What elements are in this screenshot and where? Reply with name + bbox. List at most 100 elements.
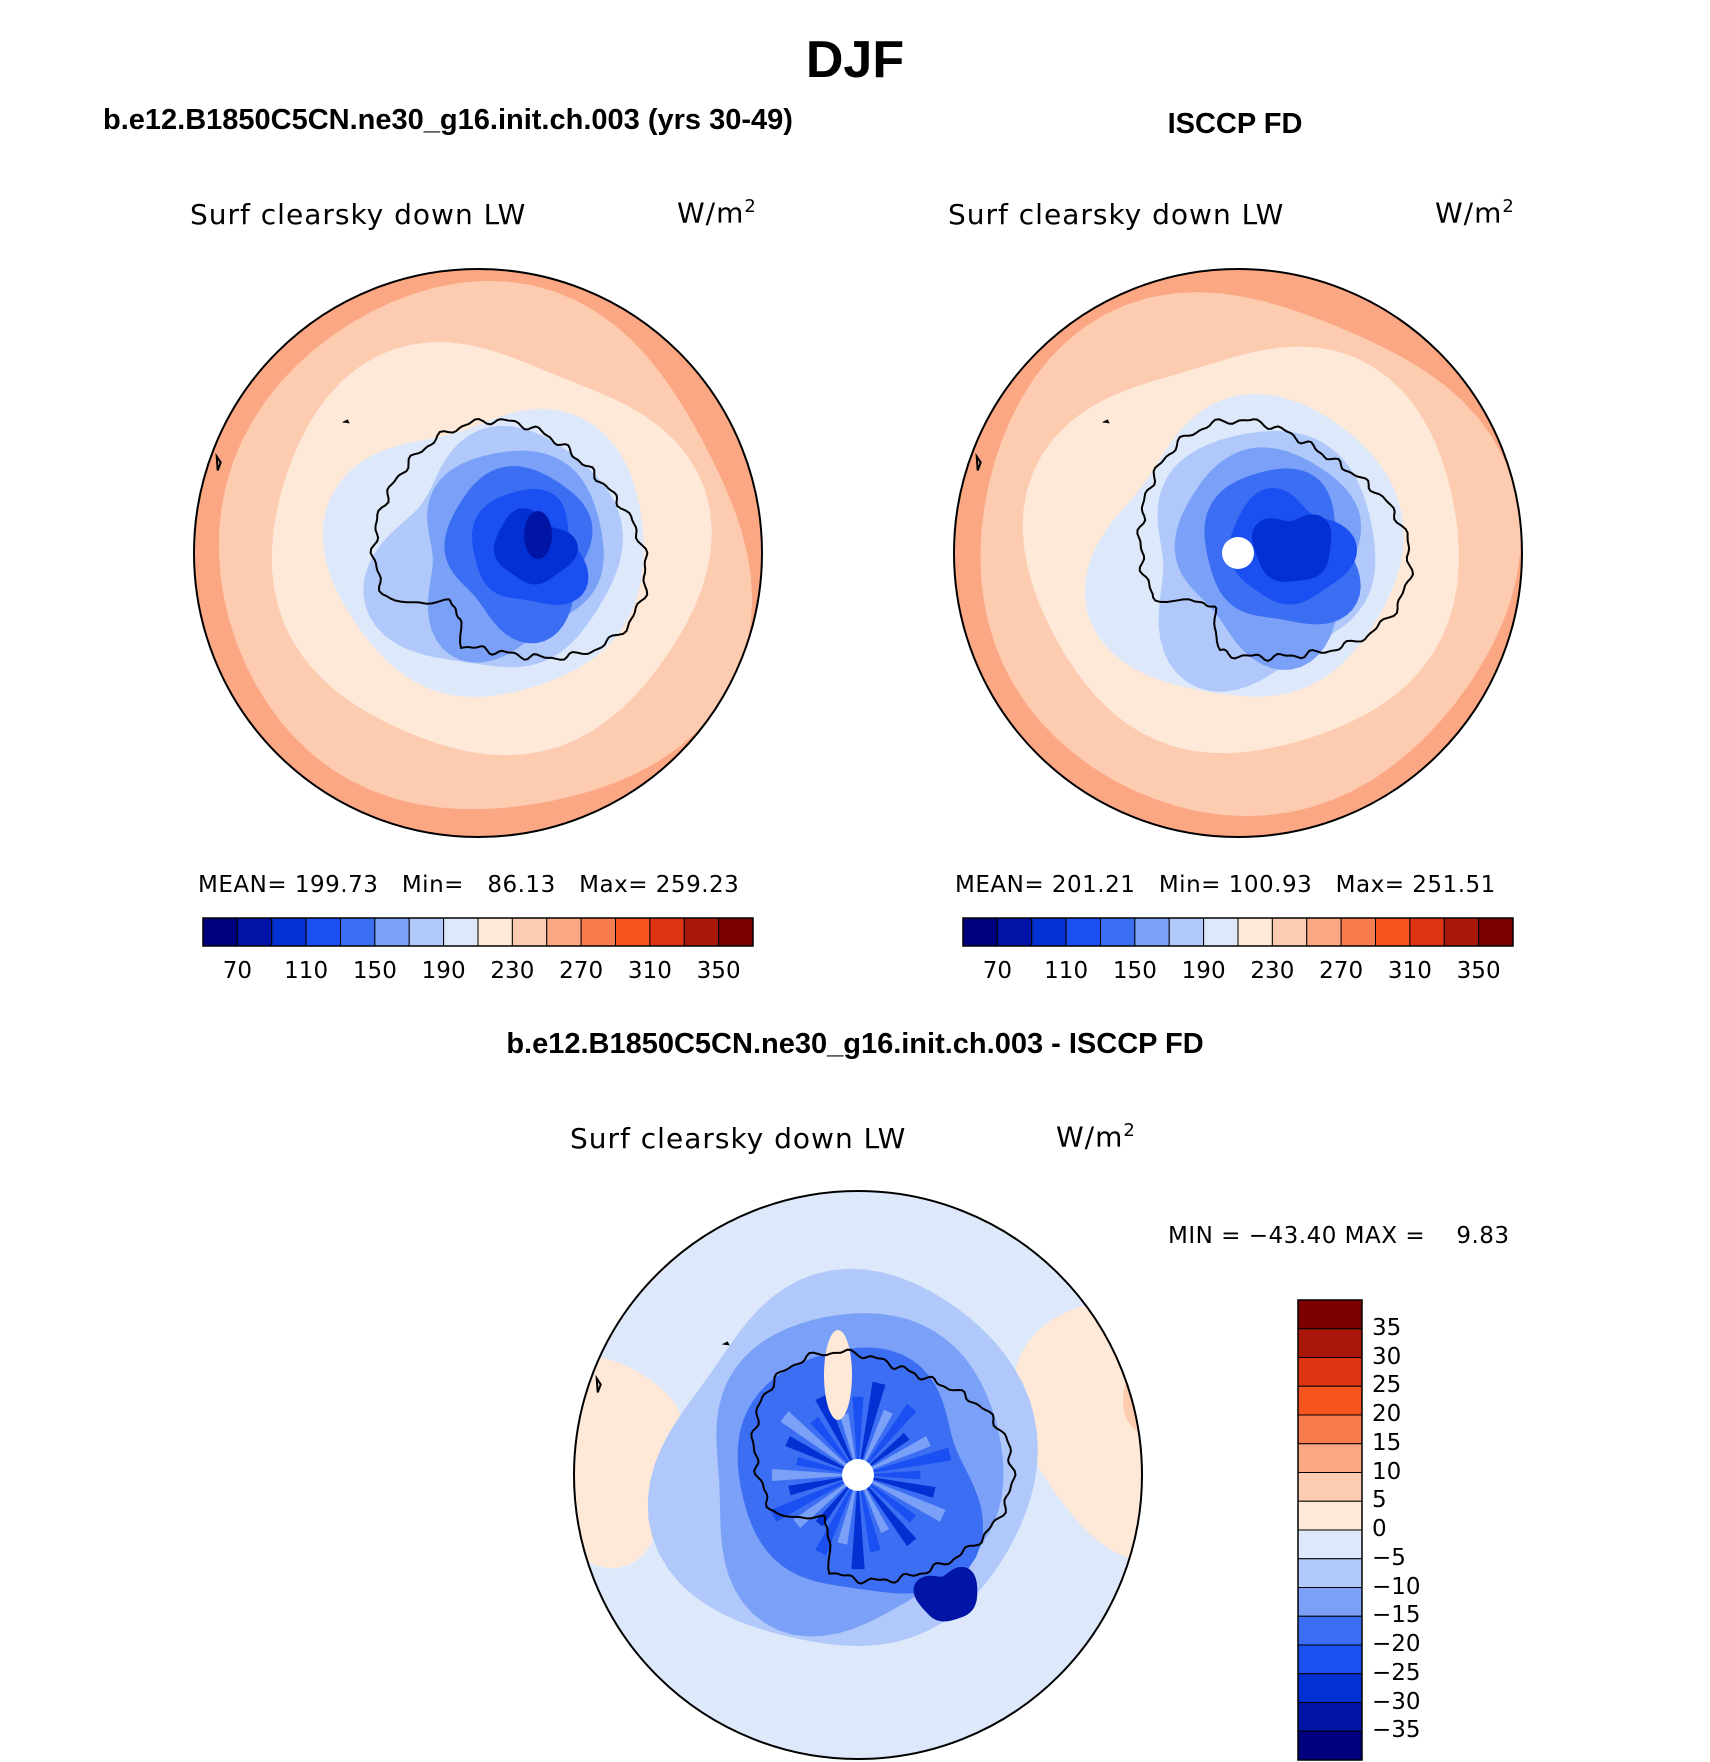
model-colorbar-swatch [546, 917, 582, 947]
diff-colorbar-tick-label: −10 [1372, 1573, 1421, 1600]
diff-missing-pole [842, 1459, 874, 1491]
diff-colorbar-tick-label: 35 [1372, 1314, 1402, 1341]
diff-streak [858, 1475, 916, 1523]
model-variable-label: Surf clearsky down LW [190, 198, 527, 231]
obs-colorbar-swatch [1168, 917, 1205, 947]
diff-units-label: W/m2 [1056, 1120, 1136, 1154]
model-colorbar-frame [202, 917, 754, 947]
obs-colorbar-tick-label: 190 [1181, 958, 1226, 984]
diff-colorbar-swatch [1297, 1644, 1363, 1675]
diff-streak [858, 1403, 917, 1475]
diff-streak [771, 1469, 858, 1481]
model-colorbar-swatch [340, 917, 376, 947]
diff-colorbar-tick-label: 30 [1372, 1343, 1402, 1370]
model-colorbar-tick-label: 190 [421, 958, 466, 984]
model-colorbar-tick-label: 110 [284, 958, 329, 984]
diff-colorbar-swatch [1297, 1385, 1363, 1416]
diff-coastline [750, 1348, 1017, 1585]
diff-colorbar-swatch [1297, 1730, 1363, 1761]
model-colorbar-tick-label: 230 [490, 958, 535, 984]
obs-colorbar-swatch [1409, 917, 1445, 947]
obs-island [975, 452, 982, 471]
diff-colorbar-swatch [1297, 1615, 1363, 1646]
diff-streak [815, 1475, 858, 1556]
diff-contour-pos-interior [824, 1330, 852, 1420]
diff-colorbar-tick-label: 0 [1372, 1516, 1387, 1542]
diff-streak [839, 1413, 858, 1475]
diff-streak [858, 1475, 946, 1522]
diff-map-border [573, 1190, 1143, 1760]
obs-colorbar-swatch [1134, 917, 1170, 947]
model-colorbar-swatch [202, 917, 238, 947]
model-colorbar-swatch [443, 917, 479, 947]
diff-streak [796, 1456, 858, 1475]
diff-colorbar-tick-label: −5 [1372, 1544, 1406, 1571]
diff-map [573, 1190, 1143, 1760]
model-colorbar-tick-label: 270 [559, 958, 604, 984]
diff-colorbar-tick-label: 10 [1372, 1458, 1402, 1485]
model-map [193, 268, 763, 838]
obs-colorbar-tick-label: 270 [1319, 958, 1364, 984]
diff-colorbar-frame [1297, 1299, 1363, 1761]
obs-colorbar [962, 917, 1514, 947]
obs-variable-label: Surf clearsky down LW [948, 198, 1285, 231]
model-colorbar-swatch [477, 917, 513, 947]
model-island [215, 452, 222, 471]
obs-colorbar-swatch [1203, 917, 1239, 947]
diff-colorbar-tick-label: −20 [1372, 1631, 1421, 1657]
diff-colorbar-swatch [1297, 1328, 1363, 1358]
diff-colorbar-swatch [1297, 1558, 1363, 1588]
diff-colorbar-tick-label: −30 [1372, 1688, 1421, 1715]
obs-colorbar-swatch [1237, 917, 1273, 947]
diff-contour-pos-5 [1123, 1329, 1142, 1456]
diff-streak [858, 1475, 936, 1498]
obs-colorbar-tick-label: 230 [1250, 958, 1295, 984]
model-colorbar [202, 917, 754, 947]
diff-streak [793, 1475, 858, 1528]
diff-contour-pos-right [1012, 1263, 1142, 1566]
obs-panel-title: ISCCP FD [1167, 108, 1303, 140]
model-colorbar-swatch [271, 917, 307, 947]
diff-streak [858, 1436, 931, 1475]
model-colorbar-tick-label: 150 [352, 958, 397, 984]
model-island [341, 419, 350, 424]
obs-colorbar-swatch [962, 917, 998, 947]
diff-colorbar-swatch [1297, 1500, 1363, 1531]
obs-contour-110 [1252, 514, 1332, 582]
diff-colorbar-swatch [1297, 1299, 1363, 1330]
diff-colorbar-swatch [1297, 1673, 1363, 1703]
obs-coastline [1136, 418, 1415, 662]
model-colorbar-swatch [511, 917, 548, 947]
model-contour-90 [524, 511, 552, 559]
obs-island [1101, 419, 1110, 424]
diff-island [595, 1374, 602, 1393]
diff-streak [858, 1447, 952, 1475]
obs-stats: MEAN= 201.21 Min= 100.93 Max= 251.51 [955, 872, 1496, 898]
diff-colorbar-swatch [1297, 1587, 1363, 1617]
diff-colorbar-tick-label: 20 [1372, 1401, 1402, 1427]
obs-colorbar-swatch [1065, 917, 1101, 947]
obs-colorbar-frame [962, 917, 1514, 947]
diff-colorbar-tick-label: −25 [1372, 1659, 1421, 1686]
model-colorbar-swatch [374, 917, 410, 947]
diff-streak [770, 1475, 858, 1522]
diff-streak [815, 1394, 858, 1475]
page-title: DJF [805, 31, 905, 89]
obs-colorbar-swatch [996, 917, 1033, 947]
diff-stats: MIN = −43.40 MAX = 9.83 [1168, 1223, 1510, 1249]
diff-colorbar-swatch [1297, 1702, 1363, 1732]
diff-colorbar-swatch [1297, 1357, 1363, 1387]
model-colorbar-tick-label: 350 [696, 958, 741, 984]
diff-streak [815, 1475, 858, 1527]
model-colorbar-swatch [408, 917, 445, 947]
obs-missing-pole [1222, 537, 1254, 569]
diff-colorbar-swatch [1297, 1414, 1363, 1445]
diff-colorbar-swatch [1297, 1529, 1363, 1560]
diff-colorbar-tick-label: 5 [1372, 1487, 1387, 1514]
diff-colorbar-swatch [1297, 1472, 1363, 1502]
obs-colorbar-swatch [1443, 917, 1480, 947]
model-colorbar-tick-label: 310 [627, 958, 672, 984]
diff-colorbar-swatch [1297, 1443, 1363, 1473]
diff-streak [785, 1436, 858, 1475]
diff-panel-title: b.e12.B1850C5CN.ne30_g16.init.ch.003 - I… [506, 1028, 1204, 1060]
